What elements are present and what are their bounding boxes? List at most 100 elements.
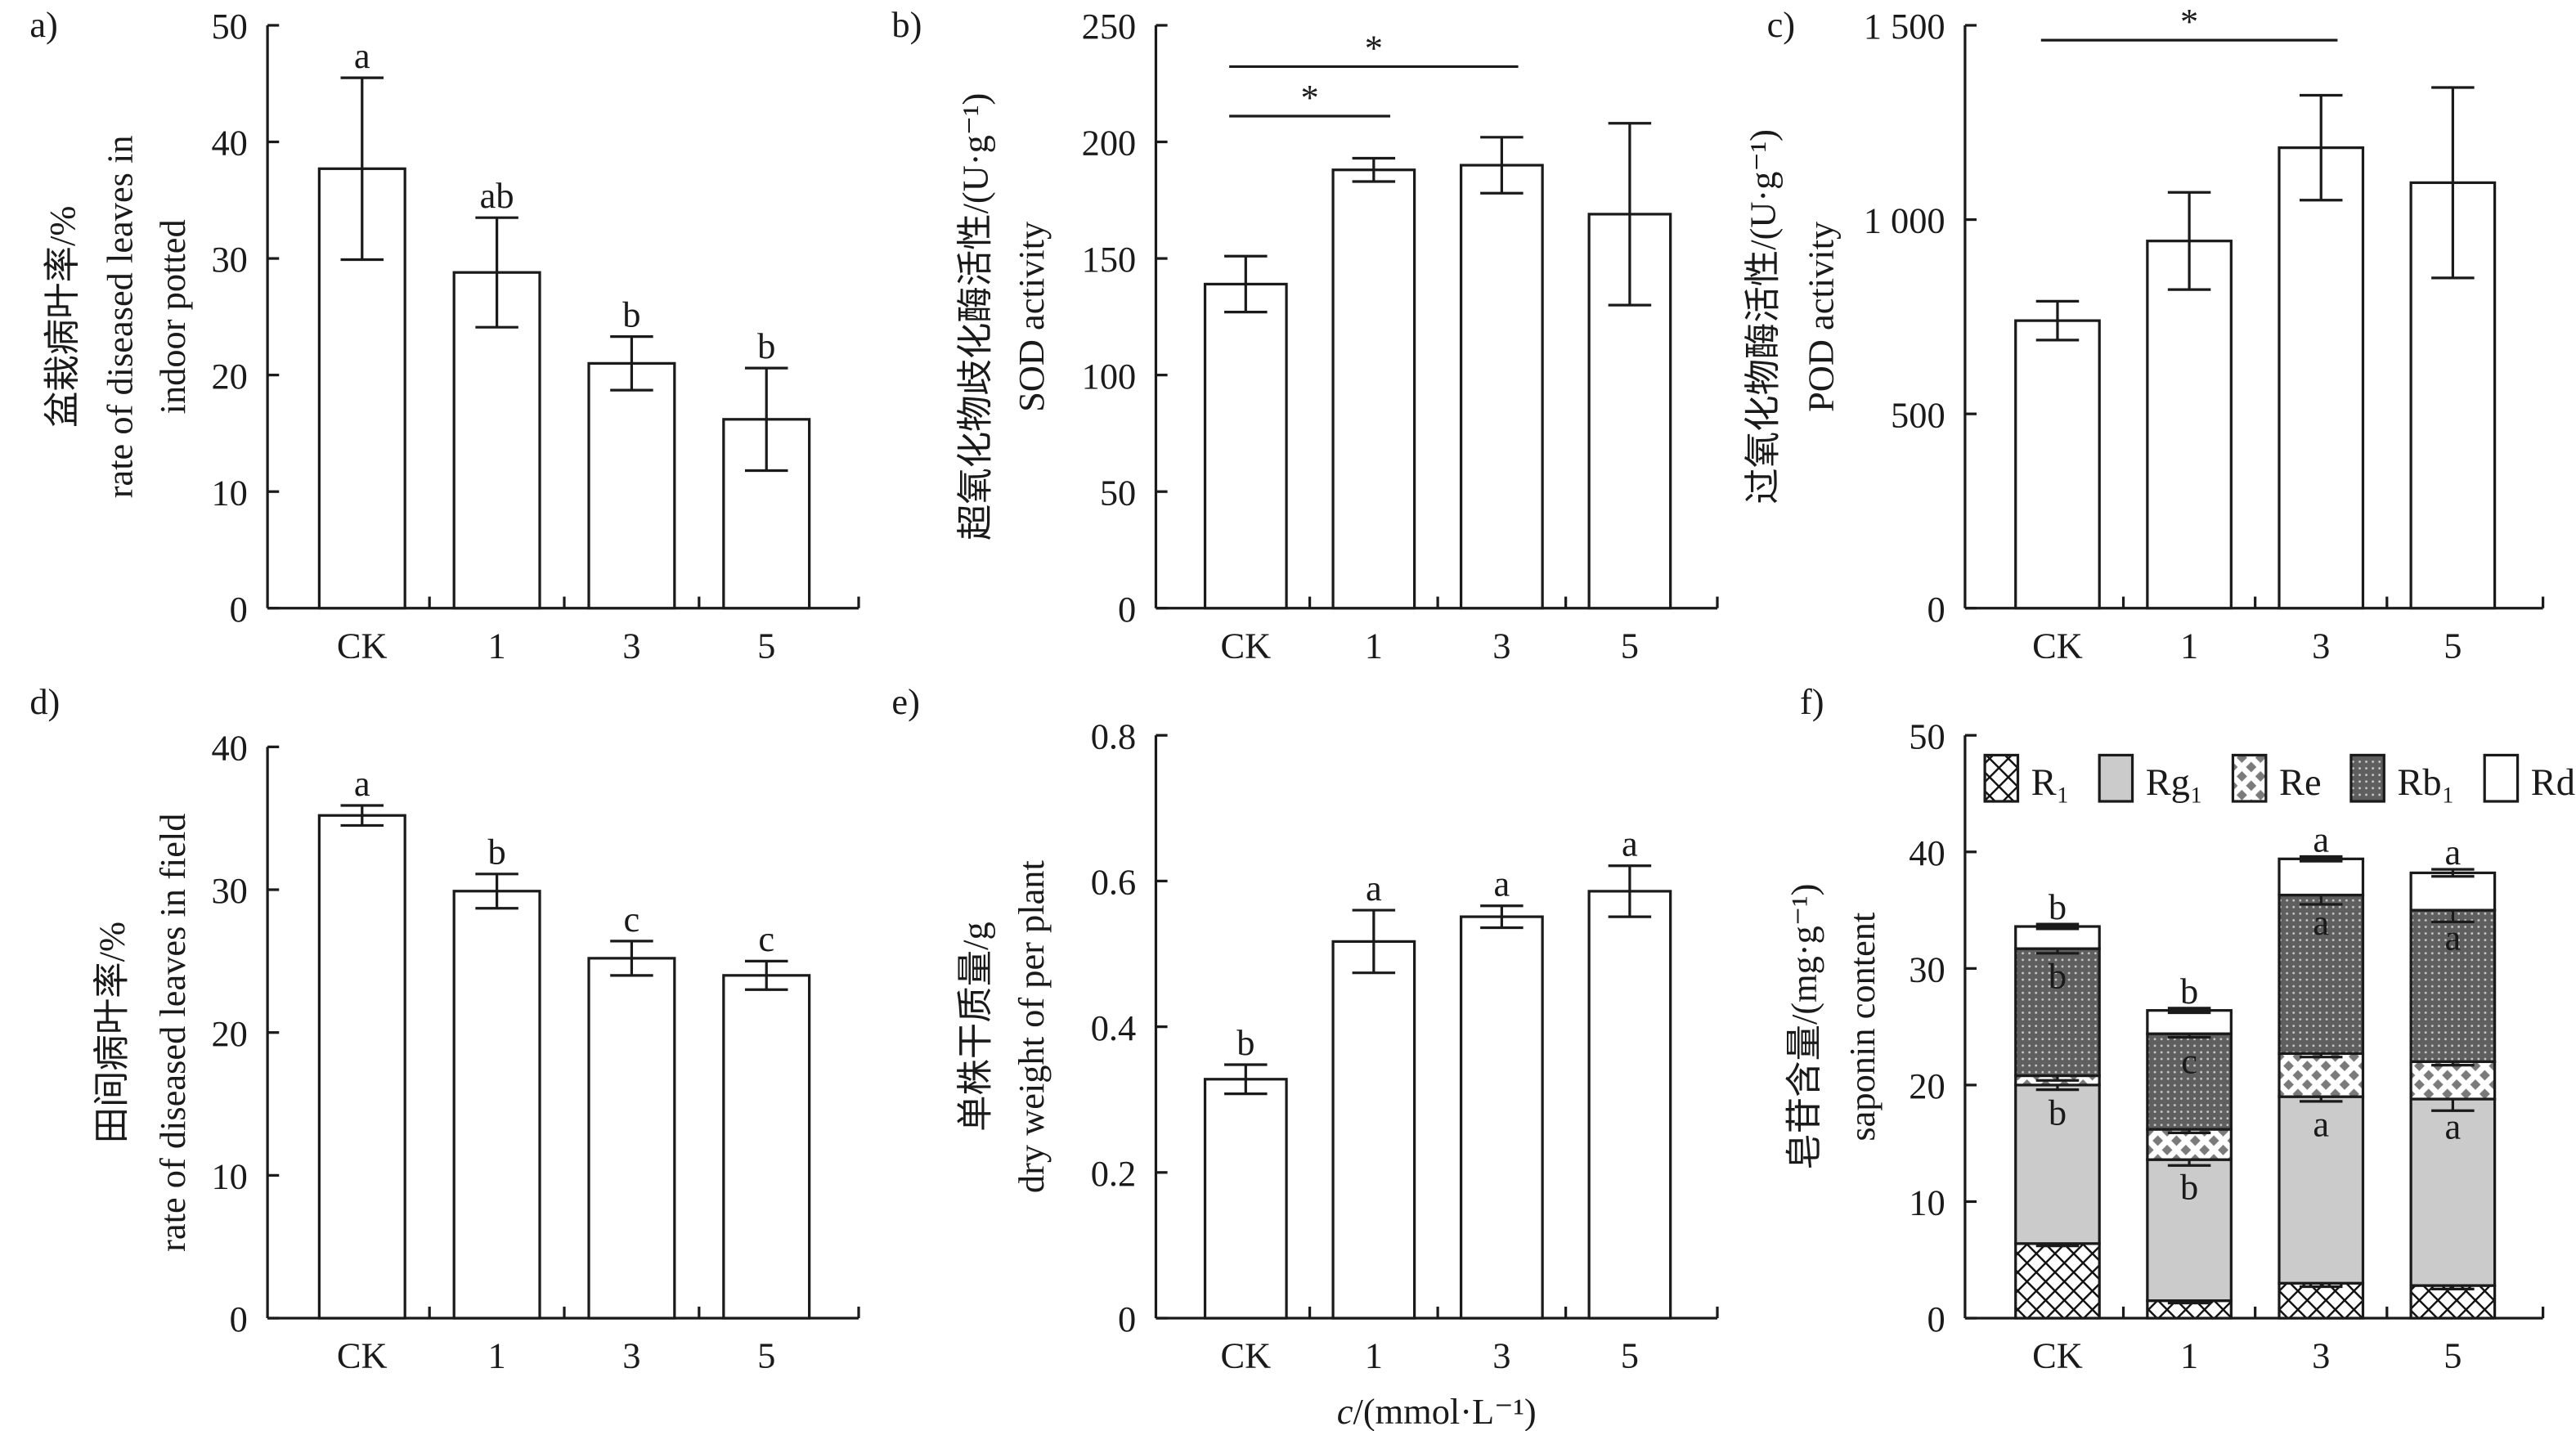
legend-label: R₁: [2031, 762, 2070, 804]
significance-letter: a: [354, 763, 370, 804]
bar-segment-Rg₁-1: [2146, 1158, 2233, 1303]
bar-5: [722, 974, 811, 1320]
bar-segment-R₁-5: [2409, 1284, 2497, 1320]
x-axis-label: c/(mmol·L⁻¹): [1337, 1391, 1537, 1431]
significance-star: *: [1300, 77, 1318, 118]
y-tick-label: 40: [211, 123, 247, 164]
panel-label: b): [891, 4, 922, 45]
significance-letter: a: [2313, 819, 2329, 859]
y-tick-label: 40: [211, 728, 247, 769]
bar-5: [1587, 890, 1672, 1320]
y-tick-label: 20: [211, 356, 247, 397]
y-tick-label: 150: [1082, 239, 1137, 280]
y-tick-label: 30: [211, 870, 247, 911]
bar-1: [1331, 940, 1416, 1320]
bar-segment-Rg₁-3: [2278, 1095, 2365, 1285]
legend-swatch-0: [1983, 753, 2020, 803]
significance-letter: b: [2049, 886, 2067, 927]
y-tick-label: 30: [211, 239, 247, 280]
bar-3: [1459, 164, 1544, 610]
y-tick-label: 0: [1118, 589, 1136, 630]
panel-label: f): [1800, 681, 1824, 722]
legend-label: Rg₁: [2146, 762, 2203, 804]
x-tick-label: 1: [2180, 625, 2198, 666]
bar-3: [587, 361, 676, 610]
x-tick-label: CK: [1220, 625, 1271, 666]
y-tick-label: 200: [1082, 123, 1137, 164]
y-axis-label: rate of diseased leaves in field: [152, 814, 193, 1252]
y-tick-label: 10: [211, 1156, 247, 1197]
y-tick-label: 20: [211, 1013, 247, 1054]
x-tick-label: CK: [337, 625, 388, 666]
bar-3: [1459, 915, 1544, 1320]
x-tick-label: 3: [2312, 1335, 2330, 1376]
bar-segment-Rd-3: [2278, 857, 2365, 897]
significance-letter: c: [624, 899, 640, 940]
panel-label: e): [891, 681, 919, 722]
x-tick-label: 3: [622, 625, 640, 666]
bar-CK: [1203, 1078, 1288, 1320]
y-axis-label: 盆栽病叶率/%: [42, 206, 83, 428]
panel-f: f) 0 10 20 30 40 50 CK 1 3 5 皂苷含量/(mg·g⁻¹) saponin c…: [1784, 681, 2575, 1376]
bar-segment-Rd-CK: [2014, 925, 2101, 950]
y-tick-label: 0: [1118, 1299, 1136, 1339]
y-tick-label: 20: [1909, 1065, 1945, 1106]
bar-segment-Rd-5: [2409, 871, 2497, 912]
significance-letter: c: [758, 918, 774, 959]
legend-swatch-4: [2483, 753, 2520, 803]
y-tick-label: 0: [1927, 1299, 1945, 1339]
x-tick-label: 1: [1365, 625, 1383, 666]
x-tick-label: CK: [2032, 625, 2083, 666]
x-tick-label: 1: [1365, 1335, 1383, 1376]
y-tick-label: 500: [1891, 394, 1945, 435]
y-axis-label: dry weight of per plant: [1011, 859, 1052, 1193]
legend-swatch-1: [2098, 753, 2134, 803]
x-tick-label: 3: [1492, 625, 1510, 666]
legend-label: Rb₁: [2397, 762, 2454, 804]
y-tick-label: 0: [230, 589, 248, 630]
significance-letter: b: [1236, 1022, 1254, 1063]
y-axis-label: 田间病叶率/%: [91, 922, 132, 1143]
significance-letter: a: [1622, 823, 1638, 864]
y-tick-label: 40: [1909, 832, 1945, 873]
significance-letter: ab: [480, 175, 514, 216]
y-axis-label: POD activity: [1800, 221, 1841, 412]
bar-segment-Re-1: [2146, 1128, 2233, 1161]
significance-letter: a: [354, 35, 370, 76]
y-tick-label: 0.4: [1091, 1007, 1137, 1048]
significance-letter: a: [2313, 1104, 2329, 1145]
y-tick-label: 50: [211, 6, 247, 47]
significance-letter: b: [622, 294, 640, 334]
y-tick-label: 0.8: [1091, 716, 1137, 756]
x-tick-label: 1: [487, 1335, 505, 1376]
significance-letter: b: [757, 325, 775, 366]
y-axis-label: SOD activity: [1011, 221, 1052, 412]
bar-1: [2146, 240, 2233, 610]
bar-3: [587, 957, 676, 1320]
significance-letter: a: [2445, 917, 2462, 958]
legend-label: Re: [2279, 762, 2322, 804]
panel-label: c): [1767, 4, 1796, 45]
x-axis-label-unit: /(mmol·L⁻¹): [1353, 1391, 1536, 1431]
panel-d: d) 0 10 20 30 40 CK 1 3 5 田间病叶率/% rate of diseased …: [29, 681, 860, 1376]
bar-segment-R₁-3: [2278, 1281, 2365, 1320]
significance-letter: b: [2180, 1167, 2198, 1208]
bar-CK: [317, 814, 406, 1320]
x-tick-label: 3: [1492, 1335, 1510, 1376]
y-tick-label: 0.2: [1091, 1153, 1137, 1194]
x-tick-label: 5: [757, 1335, 775, 1376]
y-axis-label: 过氧化物酶活性/(U·g⁻¹): [1743, 129, 1784, 505]
y-tick-label: 0.6: [1091, 862, 1137, 903]
significance-letter: c: [2181, 1041, 2197, 1082]
bar-segment-Rb₁-5: [2409, 908, 2497, 1064]
x-tick-label: 3: [622, 1335, 640, 1376]
y-tick-label: 50: [1909, 716, 1945, 756]
y-tick-label: 30: [1909, 949, 1945, 990]
y-tick-label: 0: [230, 1299, 248, 1339]
bar-segment-Re-3: [2278, 1052, 2365, 1098]
y-tick-label: 0: [1927, 589, 1945, 630]
significance-letter: b: [2049, 1092, 2067, 1133]
significance-letter: a: [2313, 902, 2329, 943]
y-axis-label: rate of diseased leaves in: [100, 135, 141, 498]
